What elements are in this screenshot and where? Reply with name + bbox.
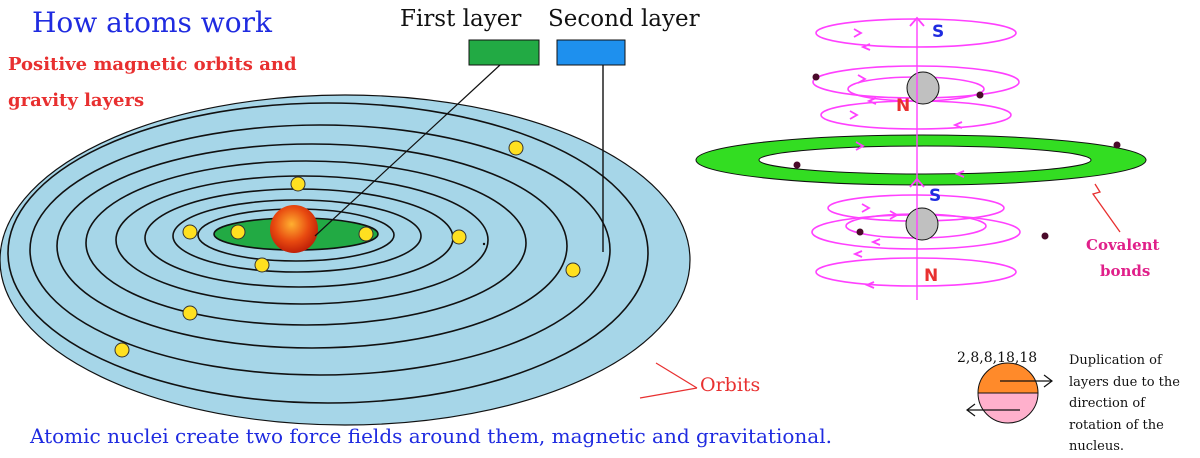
orbit-electron [976, 91, 984, 99]
top-s-pole: S [932, 22, 945, 42]
orbit-ring [172, 199, 422, 273]
electron [254, 257, 270, 273]
electron [114, 342, 130, 358]
duplication-note: Duplication of layers due to the directi… [1069, 353, 1180, 454]
page-title: How atoms work [32, 6, 272, 39]
chevron-left-icon [866, 97, 877, 105]
chevron-left-icon [952, 121, 963, 129]
magnetic-loop [815, 257, 1017, 287]
orbit-ring [115, 175, 489, 305]
electron [565, 262, 581, 278]
chevron-left-icon [954, 170, 965, 178]
orbit-electron [793, 161, 801, 169]
rotation-bottom-half [977, 392, 1039, 424]
top-nucleus [906, 71, 940, 105]
orbit-ring [29, 124, 611, 376]
chevron-right-icon [853, 28, 863, 38]
bottom-nucleus [905, 207, 939, 241]
rotation-top-half [977, 362, 1039, 394]
chevron-right-icon [857, 74, 867, 84]
electron [290, 176, 306, 192]
subtitle-line1: Positive magnetic orbits and [8, 54, 297, 75]
chevron-right-icon [849, 110, 859, 120]
orbit-ring [7, 102, 649, 404]
chevron-left-icon [870, 238, 881, 246]
chevron-left-icon [860, 43, 871, 51]
left-arrow-icon [966, 403, 976, 417]
first-layer-label: First layer [400, 6, 522, 32]
orbit-electron [1041, 232, 1049, 240]
orbits-pointer [639, 387, 698, 399]
orbit-electron [812, 73, 820, 81]
orbit-ring [85, 160, 527, 326]
small-dot [482, 242, 486, 246]
orbit-electron [856, 228, 864, 236]
magnetic-diagram [695, 16, 1147, 300]
orbit-electron [1113, 141, 1121, 149]
covalent-ring-hole [758, 145, 1092, 175]
orbit-disk [0, 94, 691, 426]
chevron-right-icon [861, 203, 871, 213]
magnetic-loop [820, 100, 1012, 130]
electron [508, 140, 524, 156]
second-layer-label: Second layer [548, 6, 700, 32]
right-arrow-icon [1043, 374, 1053, 388]
covalent-label-line2: bonds [1100, 262, 1151, 280]
chevron-right-icon [889, 210, 899, 220]
first-layer-swatch [468, 39, 540, 66]
covalent-label-line1: Covalent [1086, 236, 1160, 254]
bottom-caption: Atomic nuclei create two force fields ar… [30, 424, 832, 448]
electron [358, 226, 374, 242]
bottom-n-pole: N [924, 266, 939, 286]
second-layer-swatch [556, 39, 626, 66]
magnetic-loop [815, 18, 1017, 48]
electron [451, 229, 467, 245]
covalent-pointer [1091, 183, 1121, 233]
chevron-left-icon [864, 281, 875, 289]
atom-diagram [0, 16, 1147, 426]
electron [230, 224, 246, 240]
top-n-pole: N [896, 96, 911, 116]
first-layer-pointer [314, 64, 501, 237]
orbits-pointer [655, 362, 698, 389]
bottom-s-pole: S [929, 186, 942, 206]
chevron-left-icon [852, 250, 863, 258]
orbit-ring [56, 143, 568, 349]
chevron-right-icon [855, 141, 865, 151]
up-arrow-icon [909, 16, 925, 27]
subtitle-line2: gravity layers [8, 90, 145, 111]
up-arrow-icon [909, 177, 925, 188]
rotation-illustration [966, 362, 1053, 424]
orbits-label: Orbits [700, 374, 761, 396]
electron [182, 224, 198, 240]
electron [182, 305, 198, 321]
nucleus [270, 205, 318, 253]
shell-sequence: 2,8,8,18,18 [957, 350, 1038, 366]
